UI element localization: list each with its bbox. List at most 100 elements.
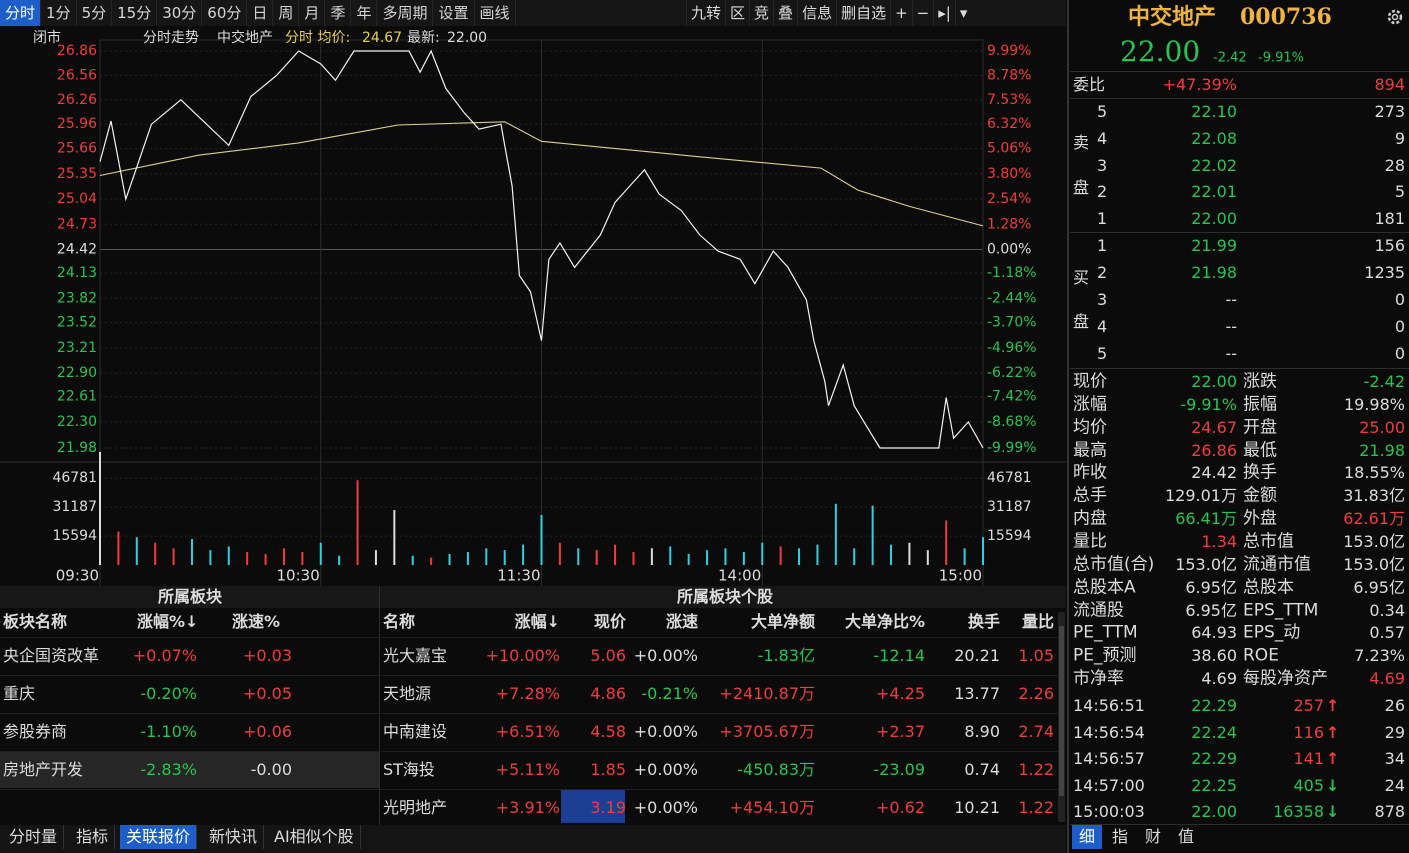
- period-tab[interactable]: 30分: [157, 0, 203, 26]
- volume-bar: [246, 552, 249, 565]
- pct-tick-label: 0.00%: [987, 242, 1031, 258]
- change-pct: -9.91%: [1258, 50, 1304, 66]
- trade-time: 14:56:54: [1073, 722, 1145, 742]
- volume-bar: [669, 546, 672, 565]
- section-header-bar: [0, 586, 1066, 608]
- scrollbar[interactable]: [1058, 612, 1065, 822]
- panel-tab[interactable]: 细: [1071, 825, 1103, 849]
- period-tab[interactable]: 月: [299, 0, 326, 26]
- stat-label: 换手: [1243, 462, 1277, 483]
- pct-tick-label: 1.28%: [987, 216, 1031, 232]
- bottom-tab[interactable]: AI相似个股: [268, 825, 361, 849]
- tool-button[interactable]: 信息: [797, 0, 836, 26]
- tool-button[interactable]: 叠: [773, 0, 797, 26]
- tool-button[interactable]: 竞: [749, 0, 773, 26]
- stat-value: 21.98: [1359, 440, 1405, 460]
- period-tab[interactable]: 季: [325, 0, 352, 26]
- volume-bar: [374, 550, 377, 565]
- period-tab[interactable]: 5分: [77, 0, 113, 26]
- volume-bar: [135, 537, 138, 565]
- level-volume: 9: [1394, 128, 1405, 148]
- stat-label: 总市值: [1243, 531, 1294, 552]
- stat-label: EPS_TTM: [1243, 600, 1319, 620]
- period-tab[interactable]: 周: [273, 0, 300, 26]
- period-tab[interactable]: 15分: [112, 0, 158, 26]
- cell: +0.00%: [633, 722, 698, 741]
- stat-label: 昨收: [1073, 462, 1107, 483]
- order-diff: 894: [1374, 75, 1405, 94]
- stat-value: 25.00: [1359, 417, 1405, 437]
- period-tab[interactable]: 多周期: [377, 0, 434, 26]
- avg-price: 24.67: [362, 30, 402, 46]
- pct-tick-label: 9.99%: [987, 43, 1031, 59]
- cell: +10.00%: [485, 646, 560, 665]
- divider: [1070, 368, 1409, 369]
- y-tick-label: 25.96: [57, 116, 97, 132]
- volume-bar: [963, 548, 966, 565]
- cell: -1.10%: [140, 722, 197, 741]
- panel-tab[interactable]: 指: [1111, 827, 1129, 846]
- panel-tab[interactable]: 值: [1177, 827, 1195, 846]
- trade-volume: 257: [1293, 696, 1324, 715]
- avg-caption: 分时 均价:: [285, 30, 350, 46]
- volume-bar: [687, 553, 690, 565]
- trade-direction: ↓: [1326, 775, 1340, 795]
- cell: -12.14: [873, 646, 925, 665]
- bottom-tab[interactable]: 指标: [70, 825, 116, 849]
- cell: 3.19: [590, 798, 626, 817]
- tool-button[interactable]: +: [890, 0, 912, 26]
- stat-label: 内盘: [1073, 508, 1107, 529]
- tool-button[interactable]: ▾: [954, 0, 972, 26]
- pct-tick-label: -6.22%: [987, 365, 1037, 381]
- level: 4: [1097, 128, 1108, 148]
- cell: 10.21: [954, 798, 1000, 817]
- tool-button[interactable]: ▸|: [933, 0, 955, 26]
- stat-label: 每股净资产: [1243, 668, 1328, 689]
- period-tab[interactable]: 年: [351, 0, 378, 26]
- stat-value: 24.42: [1191, 463, 1237, 483]
- tool-button[interactable]: −: [911, 0, 934, 26]
- period-tab[interactable]: 日: [247, 0, 274, 26]
- trade-price: 22.24: [1191, 722, 1237, 742]
- stat-value: 0.34: [1369, 600, 1405, 620]
- bottom-tab[interactable]: 新快讯: [203, 825, 265, 849]
- period-tab[interactable]: 60分: [202, 0, 248, 26]
- tool-button[interactable]: 区: [725, 0, 749, 26]
- level-price: --: [1225, 317, 1237, 336]
- tool-button[interactable]: 删自选: [836, 0, 890, 26]
- cell: 5.06: [590, 646, 626, 665]
- cell: +7.28%: [495, 684, 560, 703]
- period-tab[interactable]: 设置: [433, 0, 475, 26]
- trade-price: 22.29: [1191, 749, 1237, 768]
- level-volume: 28: [1384, 155, 1405, 175]
- section-title: 所属板块: [157, 587, 223, 606]
- column-header: 名称: [383, 612, 416, 631]
- pct-tick-label: -2.44%: [987, 290, 1037, 306]
- period-tab[interactable]: 画线: [475, 0, 516, 26]
- latest-caption: 最新:: [407, 30, 440, 46]
- volume-bar: [411, 555, 414, 565]
- period-tab[interactable]: 1分: [41, 0, 77, 26]
- stat-value: 129.01万: [1165, 486, 1237, 506]
- volume-bar: [190, 539, 193, 565]
- cell: -2.83%: [140, 760, 197, 779]
- settings-icon[interactable]: [1386, 8, 1404, 26]
- stat-label: 最低: [1243, 440, 1277, 461]
- cell: +0.00%: [633, 798, 698, 817]
- tool-button[interactable]: 九转: [686, 0, 725, 26]
- stat-label: 量比: [1073, 531, 1107, 552]
- volume-bar: [742, 552, 745, 565]
- vol-tick-label: 31187: [52, 499, 97, 515]
- stat-value: 38.60: [1191, 646, 1237, 666]
- scroll-thumb[interactable]: [1059, 626, 1064, 796]
- period-tab[interactable]: 分时: [0, 0, 42, 26]
- stat-value: 7.23%: [1354, 646, 1405, 666]
- level: 3: [1097, 155, 1108, 175]
- volume-bar: [890, 544, 893, 565]
- bottom-tab[interactable]: 分时量: [3, 825, 65, 849]
- cell: ST海投: [383, 760, 435, 779]
- panel-tab[interactable]: 财: [1144, 827, 1162, 846]
- stat-value: 31.83亿: [1343, 486, 1405, 506]
- bottom-tab[interactable]: 关联报价: [120, 825, 198, 849]
- y-tick-label: 21.98: [57, 440, 97, 456]
